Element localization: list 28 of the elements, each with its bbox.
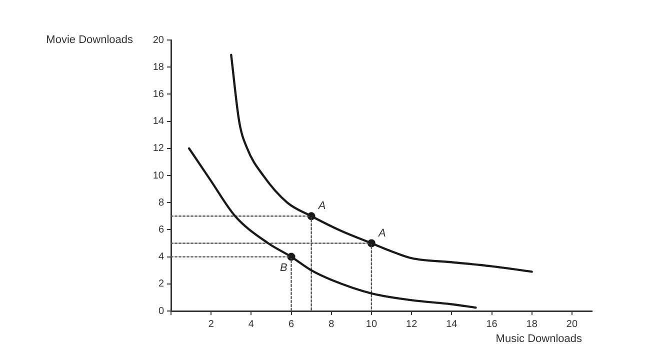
annotation: B [280,262,288,274]
y-axis-title: Movie Downloads [46,34,134,46]
x-tick-label: 14 [446,318,458,330]
y-tick-label: 0 [158,306,164,317]
y-tick-label: 14 [152,116,164,128]
x-tick-label: 18 [526,318,538,330]
x-tick-label: 10 [366,318,378,330]
y-tick-label: 4 [158,252,164,263]
y-tick-label: 10 [152,170,164,182]
y-tick-label: 18 [152,62,164,73]
x-tick-label: 12 [406,318,418,330]
y-tick-label: 6 [158,224,164,236]
x-tick-label: 20 [566,318,578,330]
y-tick-label: 16 [152,88,164,100]
y-tick-label: 8 [158,197,164,208]
line-series [188,147,477,309]
x-tick-label: 6 [288,318,295,330]
x-tick-label: 16 [486,318,498,330]
x-tick-label: 8 [328,318,335,330]
x-axis-title: Music Downloads [496,333,582,346]
annotation: A [377,227,386,240]
y-tick-label: 2 [158,278,164,290]
y-tick-label: 20 [152,34,164,46]
x-tick-label: 2 [208,318,214,330]
x-tick-label: 4 [248,318,254,330]
y-tick-label: 12 [152,143,164,154]
annotation: A [317,200,326,212]
line-series [230,54,533,273]
